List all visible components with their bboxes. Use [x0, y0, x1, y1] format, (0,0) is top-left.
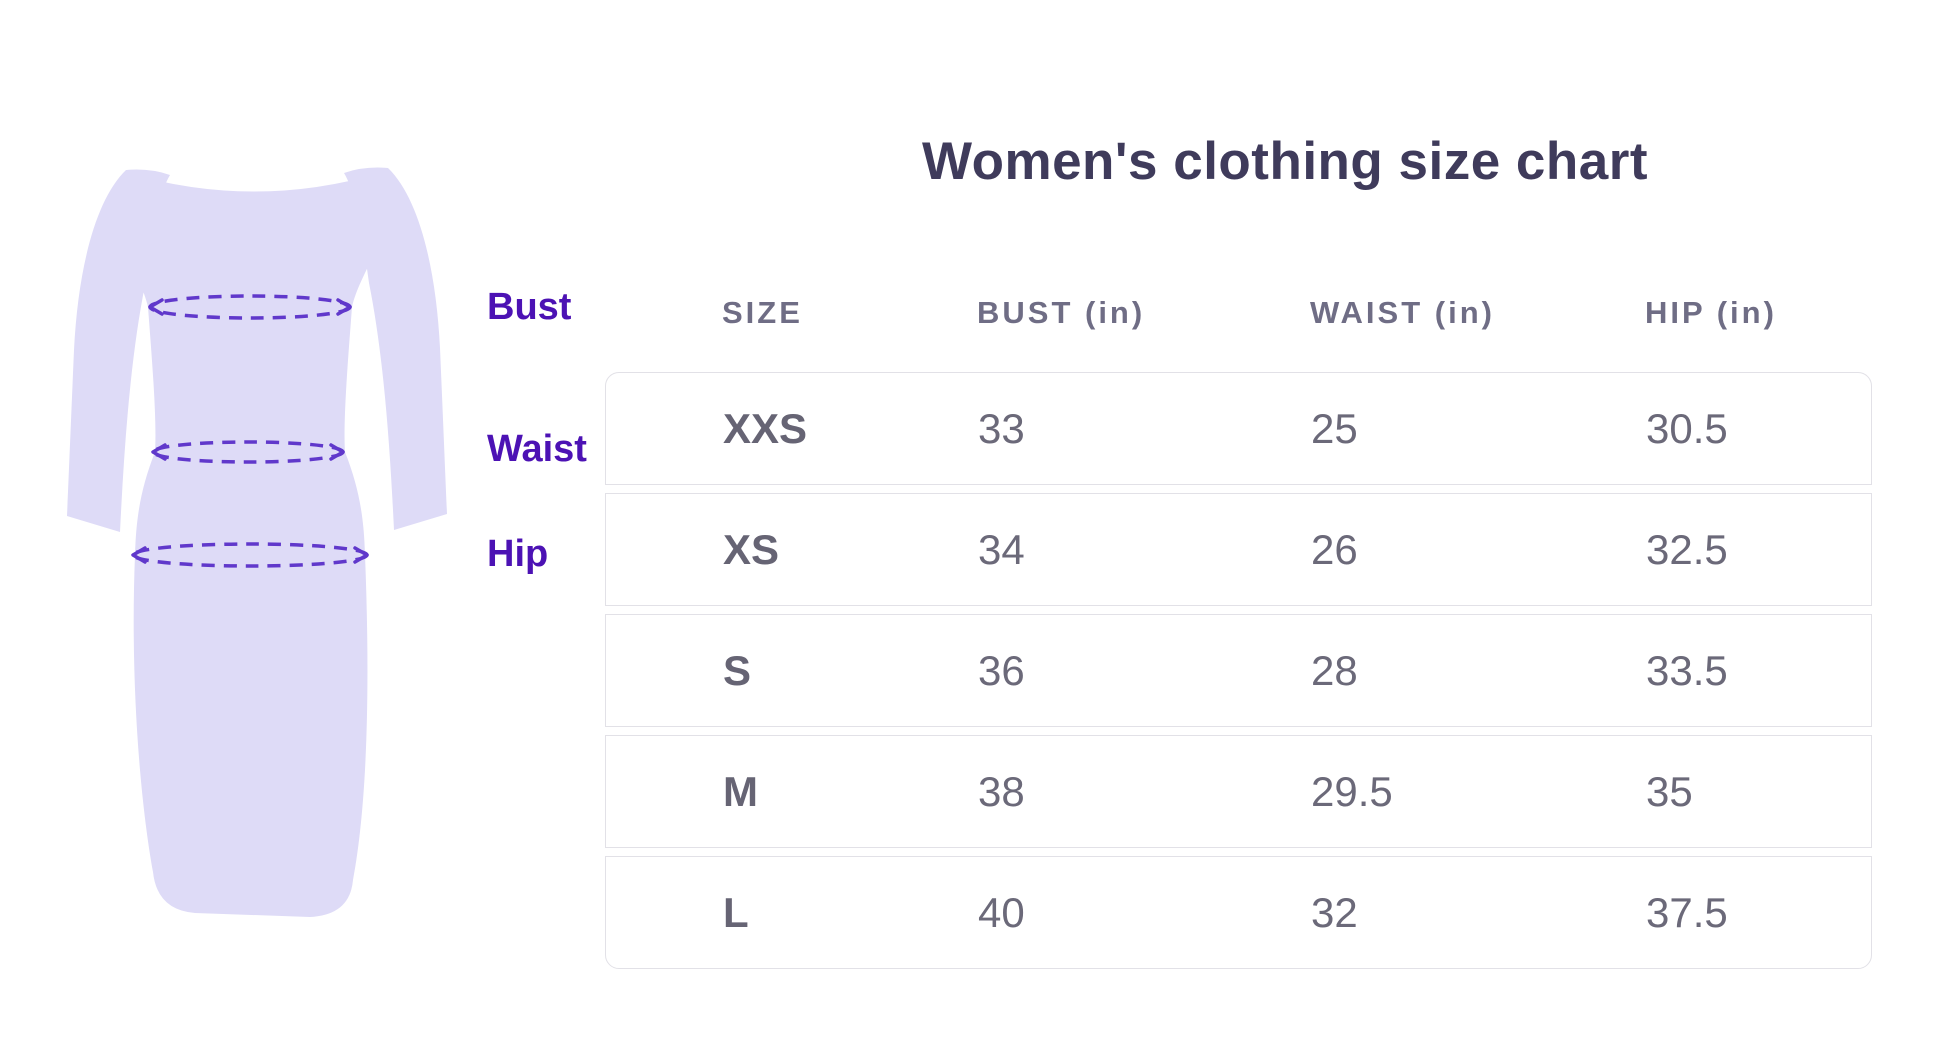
- size-cell: L: [723, 888, 749, 936]
- bust-cell: 34: [978, 525, 1025, 573]
- size-cell: XS: [723, 525, 780, 573]
- bust-cell: 40: [978, 888, 1025, 936]
- size-cell: S: [723, 646, 752, 694]
- table-header-row: SIZE BUST (in) WAIST (in) HIP (in): [605, 292, 1872, 334]
- waist-cell: 29.5: [1311, 767, 1393, 815]
- waist-cell: 32: [1311, 888, 1358, 936]
- hip-cell: 32.5: [1646, 525, 1728, 573]
- column-header-hip: HIP (in): [1645, 295, 1777, 330]
- waist-cell: 26: [1311, 525, 1358, 573]
- bust-arrow-right-icon: [336, 298, 352, 316]
- table-row: XXS 33 25 30.5: [605, 372, 1872, 485]
- column-header-waist: WAIST (in): [1310, 295, 1495, 330]
- hip-cell: 37.5: [1646, 888, 1728, 936]
- size-cell: XXS: [723, 404, 808, 452]
- table-row: S 36 28 33.5: [605, 614, 1872, 727]
- page-title: Women's clothing size chart: [922, 132, 1649, 191]
- hip-arrow-right-icon: [353, 546, 369, 564]
- hip-cell: 33.5: [1646, 646, 1728, 694]
- column-header-bust: BUST (in): [977, 295, 1146, 330]
- hip-cell: 30.5: [1646, 404, 1728, 452]
- dress-silhouette-graphic: [67, 167, 447, 917]
- size-cell: M: [723, 767, 758, 815]
- table-row: XS 34 26 32.5: [605, 493, 1872, 606]
- bust-arrow-left-icon: [148, 298, 164, 316]
- hip-label: Hip: [487, 533, 549, 575]
- bust-cell: 36: [978, 646, 1025, 694]
- waist-cell: 28: [1311, 646, 1358, 694]
- size-table-body: XXS 33 25 30.5 XS 34 26 32.5 S 36 28 33.…: [605, 372, 1872, 969]
- dress-left-sleeve: [67, 169, 170, 533]
- waist-arrow-left-icon: [151, 443, 167, 461]
- waist-label: Waist: [487, 428, 587, 470]
- dress-right-sleeve: [344, 167, 447, 531]
- column-header-size: SIZE: [722, 295, 803, 330]
- table-row: M 38 29.5 35: [605, 735, 1872, 848]
- bust-label: Bust: [487, 286, 572, 328]
- waist-arrow-right-icon: [329, 443, 345, 461]
- table-row: L 40 32 37.5: [605, 856, 1872, 969]
- hip-arrow-left-icon: [131, 546, 147, 564]
- hip-cell: 35: [1646, 767, 1693, 815]
- bust-cell: 33: [978, 404, 1025, 452]
- dress-illustration: [50, 120, 450, 920]
- waist-cell: 25: [1311, 404, 1358, 452]
- bust-cell: 38: [978, 767, 1025, 815]
